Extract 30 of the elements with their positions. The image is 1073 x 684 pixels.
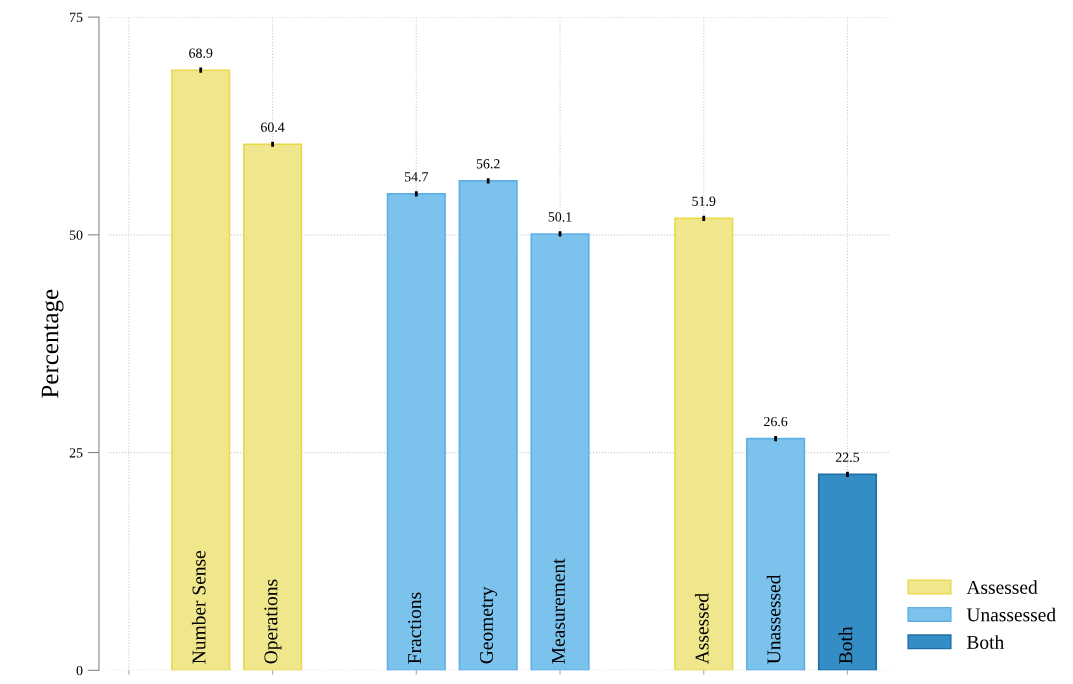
- data-label: 51.9: [692, 196, 716, 206]
- x-tick-label: Unassessed: [766, 574, 781, 664]
- y-tick-label: 25: [69, 448, 83, 458]
- x-tick-label: Fractions: [408, 592, 422, 664]
- bar: [386, 193, 446, 671]
- y-tick-label: 50: [69, 230, 83, 240]
- data-label: 50.1: [548, 212, 572, 222]
- data-label: 60.4: [261, 122, 285, 132]
- y-axis-title: Percentage: [41, 289, 64, 398]
- bar: [458, 180, 518, 671]
- bar: [530, 233, 590, 671]
- bar: [674, 217, 734, 671]
- x-tick-label: Number Sense: [191, 550, 206, 664]
- x-tick-label: Geometry: [479, 586, 497, 664]
- x-tick-label: Both: [838, 626, 853, 664]
- y-tick-label: 0: [76, 665, 83, 676]
- bar: [746, 437, 806, 671]
- data-label: 54.7: [404, 172, 429, 182]
- y-tick-label: 75: [70, 12, 83, 23]
- x-tick-label: Measurement: [551, 558, 565, 664]
- bar: [817, 473, 878, 671]
- x-tick-label: Assessed: [694, 593, 709, 665]
- bar: [243, 143, 303, 671]
- data-label: 26.6: [764, 416, 788, 427]
- x-tick-label: Operations: [264, 579, 282, 664]
- data-label: 56.2: [476, 159, 500, 169]
- legend-label: Both: [966, 635, 1004, 649]
- data-label: 22.5: [835, 452, 860, 463]
- data-label: 68.9: [189, 48, 213, 58]
- bar: [171, 69, 231, 671]
